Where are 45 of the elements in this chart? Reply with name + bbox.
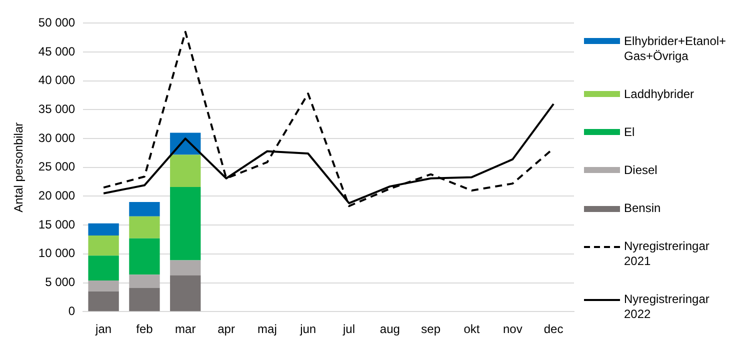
x-tick-label: apr [218,322,235,336]
y-tick-label: 10 000 [38,246,76,260]
bar [129,238,160,275]
x-tick-label: feb [136,322,154,336]
legend-label: Diesel [624,162,658,178]
y-axis-title: Antal personbilar [12,122,26,212]
legend-label: Laddhybrider [624,86,694,102]
x-tick-label: nov [502,322,522,336]
bar [170,260,201,276]
x-tick-label: jun [299,322,316,336]
bar [88,223,119,236]
bar [129,202,160,216]
x-tick-label: maj [258,322,277,336]
bar [170,187,201,260]
x-tick-label: dec [544,322,564,336]
bar [88,256,119,280]
y-tick-label: 35 000 [38,102,76,116]
y-tick-label: 25 000 [38,160,76,174]
legend-label: Bensin [624,201,661,216]
legend-label: Elhybrider+Etanol+Gas+Övriga [624,34,728,64]
legend-label: Nyregistreringar 2022 [624,292,710,322]
bar [129,274,160,288]
legend-label: El [624,124,635,140]
y-tick-label: 50 000 [38,16,76,30]
y-tick-label: 40 000 [38,73,76,88]
y-tick-label: 15 000 [38,217,76,232]
bar [88,280,119,292]
y-tick-label: 30 000 [38,130,76,145]
bar [170,275,201,312]
x-tick-label: okt [464,322,480,336]
x-tick-label: sep [421,322,441,336]
bar [88,291,119,312]
x-tick-label: aug [380,322,400,336]
y-tick-label: 45 000 [38,44,76,58]
x-tick-label: jan [94,322,112,336]
x-tick-label: mar [175,322,196,336]
x-tick-label: jul [342,322,356,336]
y-tick-label: 5 000 [45,275,76,290]
legend-label: Nyregistreringar 2021 [624,239,710,270]
y-tick-label: 0 [68,304,76,318]
bar [170,154,201,188]
bar [129,216,160,238]
bar [129,288,160,312]
y-tick-label: 20 000 [38,188,76,203]
bar [88,235,119,256]
